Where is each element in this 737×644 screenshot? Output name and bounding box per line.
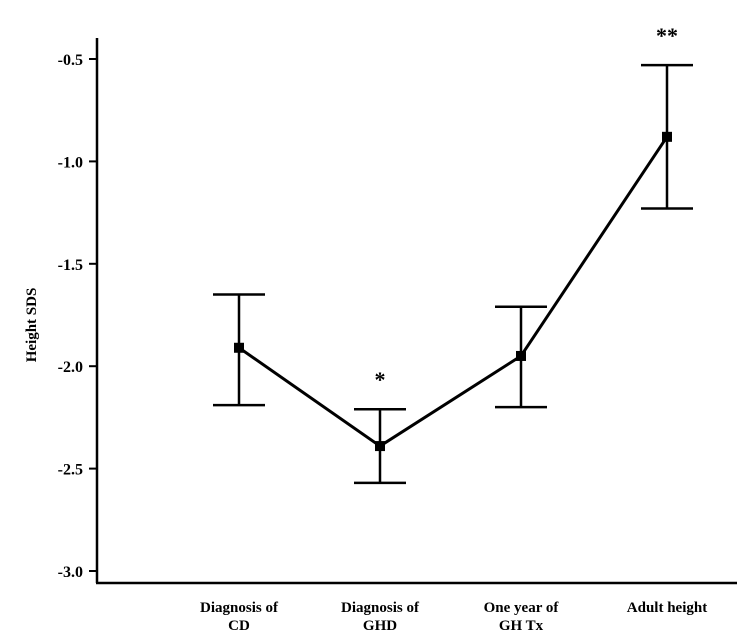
x-category-label-line: Diagnosis of: [200, 600, 279, 616]
x-category-label: Diagnosis of CD: [200, 600, 279, 634]
x-category-label-line: One year of: [484, 600, 560, 616]
x-category-label-line: GH Tx: [499, 618, 544, 634]
y-ticks: -0.5 -1.0 -1.5 -2.0 -2.5 -3.0: [58, 52, 97, 581]
data-point: [662, 131, 672, 142]
y-tick-label: -0.5: [58, 52, 83, 69]
series-lines: [238, 135, 669, 448]
y-tick-label: -1.0: [58, 154, 83, 171]
error-bars: [213, 63, 693, 485]
y-tick-label: -2.0: [58, 359, 83, 376]
x-category-label-line: CD: [228, 618, 250, 634]
y-tick-label: -3.0: [58, 564, 83, 581]
significance-marker: *: [375, 367, 386, 392]
x-category-label-line: Adult height: [627, 600, 707, 616]
y-tick-label: -2.5: [58, 462, 83, 479]
x-category-label: Adult height: [627, 600, 707, 616]
series-line: [238, 135, 669, 448]
axes: [95, 38, 737, 585]
x-category-label: Diagnosis of GHD: [341, 600, 420, 634]
x-category-label-line: GHD: [363, 618, 397, 634]
significance-marker: **: [656, 23, 678, 48]
x-category-labels: Diagnosis of CD Diagnosis of GHD One year of…: [200, 600, 707, 634]
data-point: [234, 342, 244, 353]
y-axis-label: Height SDS: [24, 288, 40, 363]
data-point: [375, 441, 385, 452]
significance-annotations: ***: [375, 23, 679, 392]
data-points: [234, 131, 672, 452]
x-category-label: One year of GH Tx: [484, 600, 560, 634]
data-point: [516, 350, 526, 361]
y-tick-label: -1.5: [58, 257, 83, 274]
x-category-label-line: Diagnosis of: [341, 600, 420, 616]
